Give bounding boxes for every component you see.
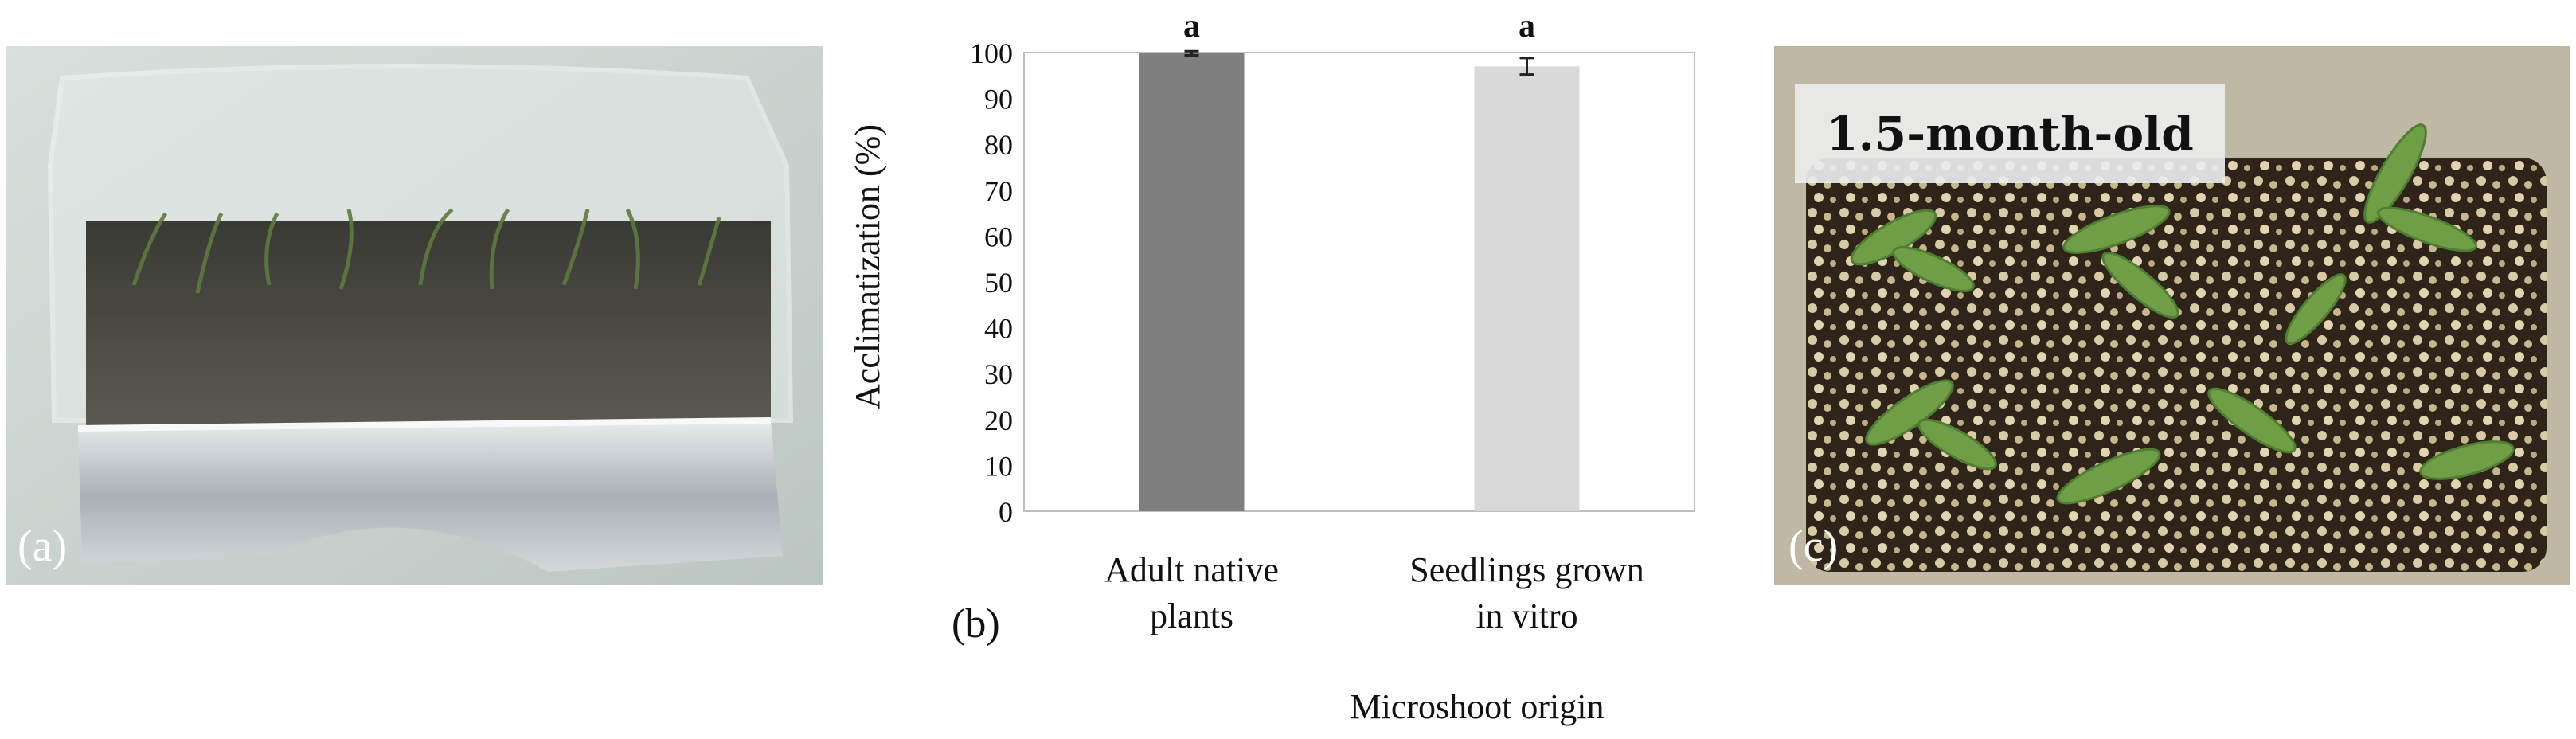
y-axis-label: Acclimatization (%) bbox=[848, 124, 887, 409]
y-tick-label-9: 90 bbox=[984, 84, 1013, 115]
y-tick-label-8: 80 bbox=[984, 129, 1013, 161]
y-tick-label-3: 30 bbox=[984, 358, 1013, 390]
category-label-2-line-2: in vitro bbox=[1476, 596, 1577, 635]
photo-container-a: (a) bbox=[6, 46, 823, 585]
significance-letter-2: a bbox=[1519, 8, 1535, 45]
panel-label-b: (b) bbox=[952, 601, 1000, 647]
bar-2 bbox=[1474, 66, 1580, 511]
error-bar-2 bbox=[1519, 57, 1534, 76]
photo-seedlings-c: 1.5-month-old (c) bbox=[1774, 46, 2570, 585]
y-tick-label-1: 10 bbox=[984, 450, 1013, 482]
panel-label-a: (a) bbox=[18, 522, 68, 571]
acclimatization-chart: a a 0 10 20 30 40 50 60 70 80 90 100 Adult native pl… bbox=[828, 0, 1768, 739]
y-tick-label-4: 40 bbox=[984, 313, 1013, 345]
plant-age-label: 1.5-month-old bbox=[1795, 84, 2225, 183]
error-bar-1 bbox=[1184, 49, 1199, 57]
container-photo bbox=[6, 46, 823, 585]
panel-label-c: (c) bbox=[1788, 522, 1839, 571]
y-tick-label-0: 0 bbox=[999, 496, 1013, 528]
category-label-2-line-1: Seedlings grown bbox=[1409, 550, 1644, 589]
plot-area bbox=[1023, 52, 1695, 512]
chart-svg: a a 0 10 20 30 40 50 60 70 80 90 100 Adult native pl… bbox=[848, 8, 1695, 726]
significance-letter-1: a bbox=[1183, 8, 1200, 45]
y-tick-label-7: 70 bbox=[984, 175, 1013, 207]
category-label-1-line-2: plants bbox=[1150, 596, 1233, 635]
x-axis-label: Microshoot origin bbox=[1351, 687, 1605, 726]
y-tick-label-2: 20 bbox=[984, 405, 1013, 436]
y-tick-label-5: 50 bbox=[984, 267, 1013, 299]
category-label-1-line-1: Adult native bbox=[1104, 550, 1279, 589]
y-tick-label-10: 100 bbox=[970, 37, 1013, 69]
y-tick-label-6: 60 bbox=[984, 221, 1013, 252]
bar-1 bbox=[1139, 53, 1245, 511]
